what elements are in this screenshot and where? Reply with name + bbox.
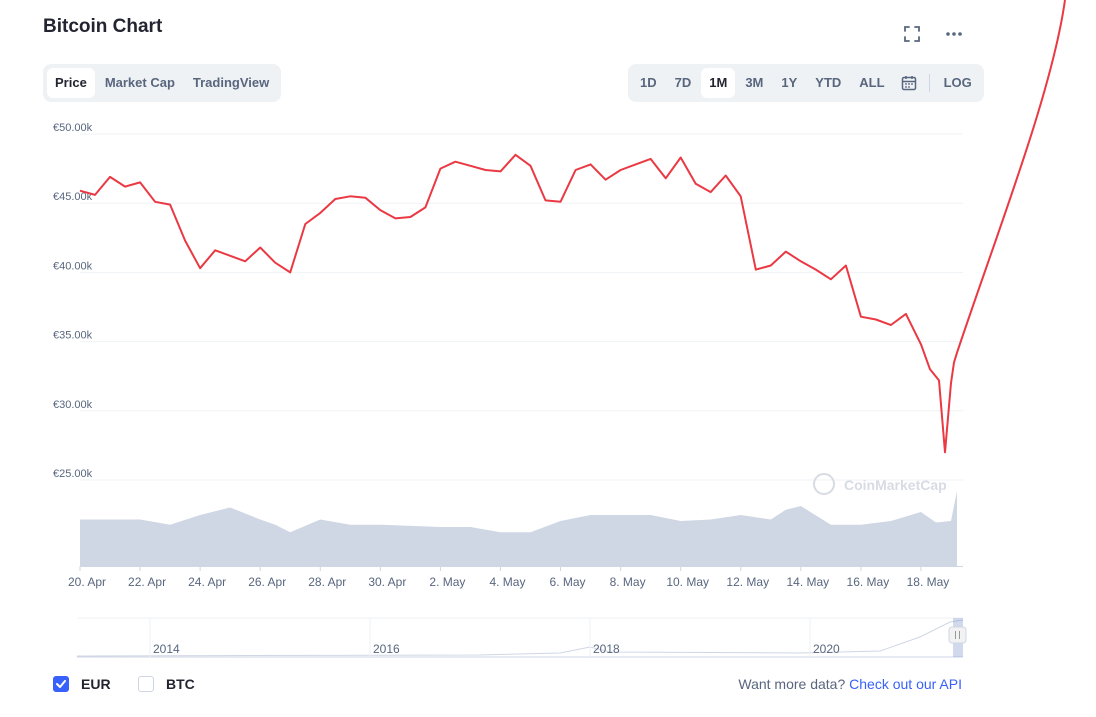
chart-title: Bitcoin Chart xyxy=(43,16,163,37)
coinmarketcap-logo-icon xyxy=(813,473,835,495)
range-1d[interactable]: 1D xyxy=(640,75,657,90)
x-tick-label: 8. May xyxy=(610,575,646,589)
navigator-handle-box[interactable] xyxy=(948,626,967,644)
x-tick-label: 22. Apr xyxy=(128,575,166,589)
x-tick-label: 26. Apr xyxy=(248,575,286,589)
x-tick-label: 20. Apr xyxy=(68,575,106,589)
tab-price[interactable]: Price xyxy=(47,68,95,98)
range-1y[interactable]: 1Y xyxy=(781,75,798,90)
fullscreen-icon[interactable] xyxy=(900,22,924,46)
navigator: 2014 2016 2018 2020 xyxy=(76,617,967,658)
y-tick-label: €30.00k xyxy=(53,399,93,411)
navigator-tick-label: 2018 xyxy=(593,642,620,656)
btc-checkbox[interactable] xyxy=(138,676,154,692)
calendar-icon[interactable] xyxy=(895,68,923,98)
navigator-line xyxy=(76,619,964,657)
x-tick-label: 12. May xyxy=(726,575,769,589)
x-tick-label: 4. May xyxy=(489,575,525,589)
y-tick-label: €50.00k xyxy=(53,122,93,134)
navigator-tick-label: 2014 xyxy=(153,642,180,656)
range-7d[interactable]: 7D xyxy=(674,75,692,90)
y-tick-label: €25.00k xyxy=(53,468,93,480)
range-divider xyxy=(928,74,930,92)
price-line xyxy=(79,0,1066,454)
x-tick-label: 14. May xyxy=(786,575,829,589)
x-tick-label: 10. May xyxy=(666,575,709,589)
x-tick-label: 16. May xyxy=(847,575,890,589)
y-tick-label: €40.00k xyxy=(53,260,93,272)
eur-checkbox[interactable] xyxy=(53,676,69,692)
x-tick-label: 6. May xyxy=(550,575,586,589)
x-tick-label: 30. Apr xyxy=(368,575,406,589)
navigator-tick-label: 2016 xyxy=(373,642,400,656)
volume-bars xyxy=(80,491,957,566)
tab-market-cap[interactable]: Market Cap xyxy=(104,75,175,90)
x-tick-label: 2. May xyxy=(429,575,465,589)
x-tick-label: 18. May xyxy=(907,575,950,589)
chart-actions xyxy=(900,22,966,46)
range-1m[interactable]: 1M xyxy=(701,68,736,98)
range-ytd[interactable]: YTD xyxy=(815,75,842,90)
api-promo-text: Want more data? xyxy=(738,676,846,692)
btc-label: BTC xyxy=(166,676,195,692)
log-toggle[interactable]: LOG xyxy=(943,75,972,90)
y-tick-label: €35.00k xyxy=(53,330,93,342)
watermark: CoinMarketCap xyxy=(813,473,947,495)
range-3m[interactable]: 3M xyxy=(745,75,764,90)
x-tick-label: 28. Apr xyxy=(308,575,346,589)
currency-btc[interactable]: BTC xyxy=(138,676,195,692)
x-tick-label: 24. Apr xyxy=(188,575,226,589)
navigator-tick-label: 2020 xyxy=(813,642,840,656)
range-all[interactable]: ALL xyxy=(859,75,885,90)
volume-area xyxy=(80,491,957,566)
chart-type-tabs: Price Market Cap TradingView xyxy=(43,64,282,102)
y-axis-labels: €50.00k €45.00k €40.00k €35.00k €30.00k €25.0… xyxy=(53,122,93,480)
range-selector: 1D 7D 1M 3M 1Y YTD ALL LOG xyxy=(628,64,984,102)
api-promo: Want more data? Check out our API xyxy=(738,676,962,692)
x-axis: 20. Apr 22. Apr 24. Apr 26. Apr 28. Apr 30. A… xyxy=(68,566,963,589)
navigator-handle[interactable] xyxy=(948,626,967,644)
more-icon[interactable] xyxy=(942,22,966,46)
price-line-group xyxy=(79,0,1066,454)
currency-eur[interactable]: EUR xyxy=(53,676,111,692)
grid-lines xyxy=(80,133,963,481)
eur-label: EUR xyxy=(81,676,111,692)
watermark-text: CoinMarketCap xyxy=(844,477,947,493)
tab-tradingview[interactable]: TradingView xyxy=(192,75,270,90)
api-link[interactable]: Check out our API xyxy=(849,676,962,692)
y-tick-label: €45.00k xyxy=(53,191,93,203)
